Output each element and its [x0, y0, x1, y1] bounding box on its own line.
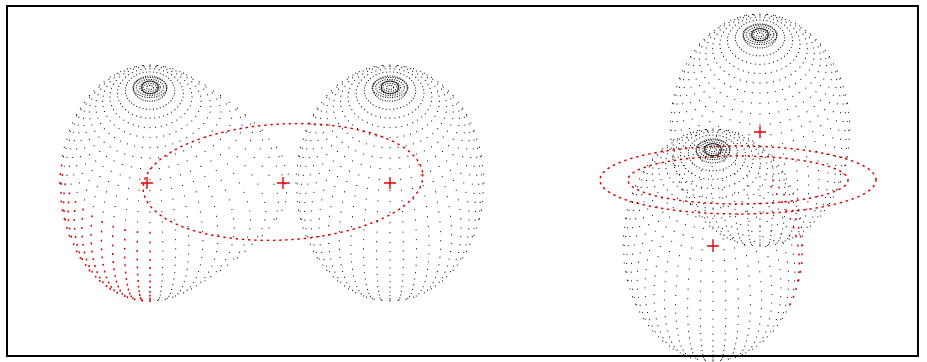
distorted-star-mesh — [62, 64, 290, 302]
left-orbit — [142, 122, 424, 242]
companion-star-pole-ring — [378, 80, 402, 95]
front-star-pole-ring — [705, 145, 721, 155]
distorted-star-pole-ring — [135, 78, 165, 97]
distorted-star-pole-ring — [142, 82, 158, 93]
right-orbit-outer — [599, 145, 877, 215]
left-panel — [59, 64, 485, 302]
front-star-pole-ring — [709, 147, 717, 153]
distorted-star-pole-ring — [139, 80, 161, 95]
distorted-star-pole-rings — [132, 76, 168, 99]
back-star-pole-ring — [752, 30, 768, 40]
front-star-pole-rings — [695, 139, 731, 161]
companion-star-pole-rings — [371, 76, 409, 99]
distorted-star-pole-ring — [132, 76, 168, 99]
companion-star-pole-ring — [371, 76, 409, 99]
companion-star-pole-ring — [375, 78, 405, 97]
right-orbit-inner — [627, 155, 849, 205]
front-star-center — [707, 240, 719, 252]
distorted-star-pole-ring — [146, 84, 154, 90]
companion-star-center — [384, 177, 396, 189]
companion-star-pole-ring — [382, 82, 398, 93]
front-star-spot — [770, 179, 803, 306]
figure-frame — [6, 5, 919, 357]
back-star-center — [754, 126, 766, 138]
front-star-pole-ring — [698, 141, 728, 159]
center-of-mass-marker — [277, 177, 289, 189]
front-star-pole-ring — [695, 139, 731, 161]
front-star — [622, 128, 804, 362]
front-star-pole-ring — [702, 143, 724, 157]
back-star-pole-ring — [749, 28, 771, 42]
back-star-pole-ring — [742, 24, 778, 46]
distorted-star — [59, 64, 290, 302]
front-star-mesh — [622, 128, 804, 362]
right-panel — [599, 13, 877, 362]
companion-star — [295, 64, 485, 302]
back-star-pole-ring — [745, 26, 775, 44]
back-star-pole-rings — [742, 24, 778, 46]
companion-star-pole-ring — [385, 84, 395, 90]
back-star-pole-ring — [756, 32, 764, 38]
distorted-star-spot — [59, 164, 151, 302]
distorted-star-center — [141, 177, 153, 189]
